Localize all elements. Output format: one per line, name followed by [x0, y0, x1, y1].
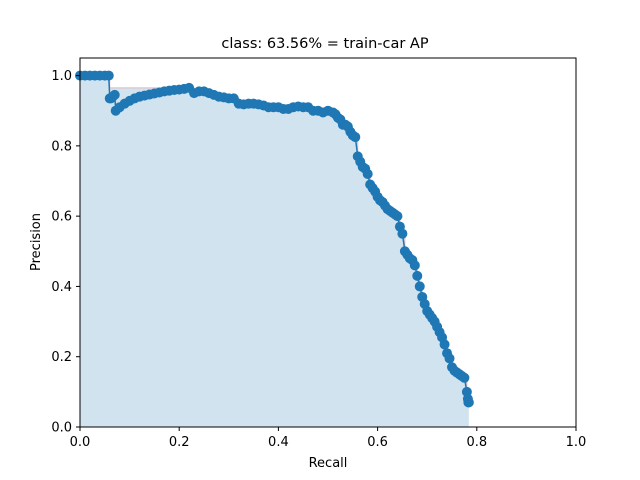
- chart-title: class: 63.56% = train-car AP: [221, 36, 428, 52]
- data-point: [392, 211, 403, 222]
- y-tick-label: 0.0: [51, 421, 72, 436]
- data-point: [463, 397, 474, 408]
- y-tick-label: 0.4: [51, 280, 72, 295]
- data-point: [350, 132, 361, 143]
- data-point: [103, 70, 114, 81]
- data-point: [439, 339, 450, 350]
- x-tick-label: 0.8: [466, 435, 487, 450]
- x-axis-label: Recall: [309, 456, 348, 471]
- x-tick-label: 0.2: [169, 435, 190, 450]
- data-point: [414, 281, 425, 292]
- y-tick-label: 0.2: [51, 350, 72, 365]
- data-point: [459, 372, 470, 383]
- data-point: [409, 260, 420, 271]
- y-axis: 0.0 0.2 0.4 0.6 0.8 1.0: [51, 69, 80, 436]
- axes-frame: [79, 57, 577, 428]
- data-point: [412, 270, 423, 281]
- y-axis-label: Precision: [29, 213, 44, 271]
- y-tick-label: 0.6: [51, 210, 72, 225]
- data-point: [109, 89, 120, 100]
- y-tick-label: 1.0: [51, 69, 72, 84]
- x-tick-label: 0.6: [367, 435, 388, 450]
- data-point: [444, 353, 455, 364]
- plot-area: [75, 70, 474, 428]
- x-tick-label: 0.4: [268, 435, 289, 450]
- precision-area-fill: [80, 75, 469, 428]
- x-tick-label: 1.0: [566, 435, 587, 450]
- x-tick-label: 0.0: [70, 435, 91, 450]
- data-points: [75, 70, 474, 408]
- y-tick-label: 0.8: [51, 139, 72, 154]
- x-axis: 0.0 0.2 0.4 0.6 0.8 1.0: [70, 427, 587, 450]
- data-point: [397, 228, 408, 239]
- data-point: [362, 168, 373, 179]
